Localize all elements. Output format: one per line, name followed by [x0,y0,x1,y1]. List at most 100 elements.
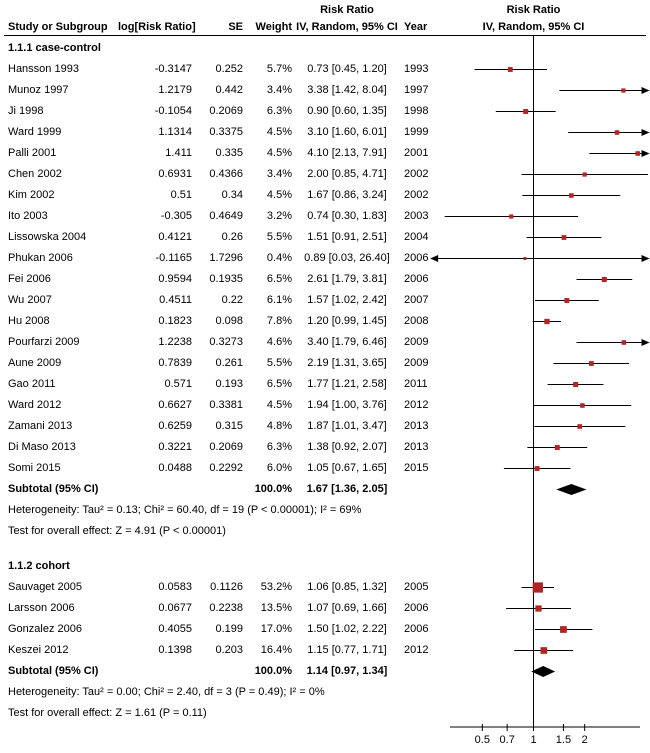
study-se: 0.252 [215,63,243,75]
study-name: Ward 1999 [8,126,62,138]
study-weight: 6.3% [266,105,292,117]
subtotal-row: Subtotal (95% CI) 100.0% 1.67 [1.36, 2.05] [0,479,650,500]
study-ci: 3.40 [1.79, 6.46] [307,336,387,348]
study-weight: 53.2% [260,581,292,593]
study-year: 1993 [404,63,429,75]
col-se: SE [228,21,243,33]
study-logrr: 1.411 [165,147,192,159]
study-row: Munoz 1997 1.2179 0.442 3.4% 3.38 [1.42, 8.0… [0,80,650,101]
study-ci: 1.57 [1.02, 2.42] [307,294,387,306]
study-row: Chen 2002 0.6931 0.4366 3.4% 2.00 [0.85, 4.7… [0,164,650,185]
study-logrr: -0.1054 [154,105,192,117]
study-name: Palli 2001 [8,147,57,159]
study-logrr: -0.3147 [154,63,192,75]
header-row-1: Risk Ratio Risk Ratio [0,2,650,18]
study-year: 1998 [404,105,429,117]
study-logrr: -0.1165 [155,252,193,264]
study-se: 0.2292 [209,462,243,474]
study-year: 2008 [404,315,429,327]
study-logrr: 0.4055 [158,623,192,635]
study-logrr: 0.6259 [158,420,192,432]
study-year: 2006 [404,273,429,285]
study-year: 2012 [404,399,429,411]
study-name: Zamani 2013 [8,420,73,432]
col-ci: IV, Random, 95% CI [296,21,398,33]
subgroup-header-row: 1.1.1 case-control [0,38,650,59]
study-weight: 6.0% [266,462,292,474]
study-se: 0.335 [215,147,243,159]
study-ci: 1.94 [1.00, 3.76] [307,399,387,411]
study-year: 2006 [404,623,429,635]
study-se: 1.7296 [209,252,243,264]
study-name: Chen 2002 [8,168,62,180]
study-row: Ward 2012 0.6627 0.3381 4.5% 1.94 [1.00, 3.7… [0,395,650,416]
study-name: Phukan 2006 [8,252,73,264]
study-ci: 1.38 [0.92, 2.07] [307,441,387,453]
study-year: 2002 [404,168,429,180]
study-se: 0.199 [215,623,243,635]
study-row: Palli 2001 1.411 0.335 4.5% 4.10 [2.13, 7.91… [0,143,650,164]
study-year: 2011 [404,378,428,390]
study-row: Fei 2006 0.9594 0.1935 6.5% 2.61 [1.79, 3.81… [0,269,650,290]
study-logrr: 1.2179 [158,84,192,96]
study-logrr: 0.6627 [158,399,192,411]
study-logrr: 0.9594 [158,273,192,285]
overall-effect-row: Test for overall effect: Z = 4.91 (P < 0… [0,521,650,542]
study-row: Ito 2003 -0.305 0.4649 3.2% 0.74 [0.30, 1.83… [0,206,650,227]
heterogeneity-row: Heterogeneity: Tau² = 0.00; Chi² = 2.40,… [0,682,650,703]
study-se: 0.2069 [209,441,243,453]
column-group-risk-ratio-plot: Risk Ratio [506,4,561,16]
study-weight: 5.7% [266,63,292,75]
study-name: Munoz 1997 [8,84,69,96]
subgroup-label: 1.1.2 cohort [8,560,70,572]
study-ci: 1.06 [0.85, 1.32] [307,581,387,593]
study-ci: 3.10 [1.60, 6.01] [307,126,387,138]
study-logrr: 0.4511 [159,294,192,306]
study-logrr: 1.2238 [158,336,192,348]
study-year: 2015 [404,462,429,474]
overall-effect-text: Test for overall effect: Z = 4.91 (P < 0… [8,525,226,537]
overall-effect-text: Test for overall effect: Z = 1.61 (P = 0… [8,707,207,719]
study-name: Fei 2006 [8,273,51,285]
col-study-or-subgroup: Study or Subgroup [8,21,108,33]
study-se: 0.3375 [209,126,243,138]
study-weight: 0.4% [266,252,292,264]
study-year: 2009 [404,357,429,369]
study-weight: 13.5% [260,602,292,614]
study-se: 0.1126 [210,581,243,593]
study-year: 2006 [404,602,429,614]
study-name: Pourfarzi 2009 [8,336,80,348]
x-tick-label: 0.5 [475,734,490,746]
study-logrr: 0.3221 [158,441,192,453]
study-name: Gonzalez 2006 [8,623,82,635]
study-weight: 4.5% [266,126,292,138]
study-row: Keszei 2012 0.1398 0.203 16.4% 1.15 [0.77, 1… [0,640,650,661]
header-divider [4,35,646,36]
study-se: 0.442 [215,84,243,96]
study-row: Kim 2002 0.51 0.34 4.5% 1.67 [0.86, 3.24] 200… [0,185,650,206]
study-row: Di Maso 2013 0.3221 0.2069 6.3% 1.38 [0.92, … [0,437,650,458]
study-name: Larsson 2006 [8,602,75,614]
study-year: 2013 [404,420,429,432]
study-ci: 1.15 [0.77, 1.71] [307,644,387,656]
study-se: 0.3273 [209,336,243,348]
x-tick-label: 1 [530,734,536,746]
subtotal-ci: 1.14 [0.97, 1.34] [306,665,388,677]
study-year: 2006 [404,252,429,264]
x-tick-label: 1.5 [556,734,571,746]
overall-effect-row: Test for overall effect: Z = 1.61 (P = 0… [0,703,650,724]
heterogeneity-text: Heterogeneity: Tau² = 0.00; Chi² = 2.40,… [8,686,325,698]
study-se: 0.2238 [209,602,243,614]
study-row: Hu 2008 0.1823 0.098 7.8% 1.20 [0.99, 1.45] 2… [0,311,650,332]
study-row: Gao 2011 0.571 0.193 6.5% 1.77 [1.21, 2.58] 2… [0,374,650,395]
study-se: 0.193 [215,378,243,390]
subgroup-label: 1.1.1 case-control [8,42,101,54]
study-weight: 6.5% [266,378,292,390]
study-ci: 1.87 [1.01, 3.47] [307,420,387,432]
study-ci: 4.10 [2.13, 7.91] [307,147,387,159]
study-ci: 2.61 [1.79, 3.81] [307,273,387,285]
study-logrr: 0.51 [170,189,192,201]
study-name: Hansson 1993 [8,63,79,75]
study-weight: 3.4% [266,84,292,96]
col-log-risk-ratio: log[Risk Ratio] [118,21,196,33]
